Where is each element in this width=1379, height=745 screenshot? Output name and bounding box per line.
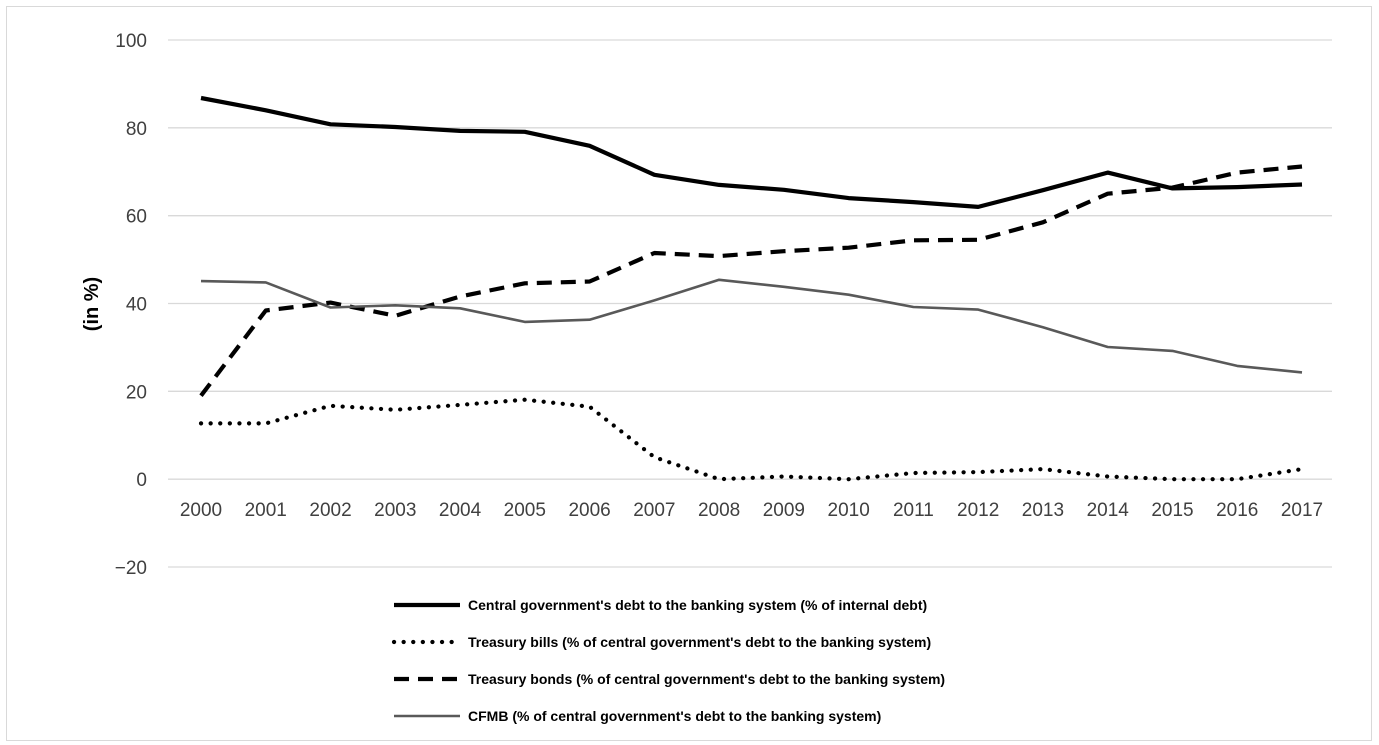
x-tick-label: 2005 bbox=[504, 500, 546, 521]
x-axis-tick-labels: 2000 2001 2002 2003 2004 2005 2006 2007 2008 2009… bbox=[180, 500, 1323, 521]
x-tick-label: 2003 bbox=[374, 500, 416, 521]
series-lines bbox=[198, 95, 1305, 482]
x-tick-label: 2009 bbox=[763, 500, 805, 521]
x-tick-label: 2011 bbox=[893, 500, 934, 521]
x-tick-label: 2013 bbox=[1022, 500, 1064, 521]
legend-label: Treasury bonds (% of central government'… bbox=[468, 671, 945, 687]
x-tick-label: 2008 bbox=[698, 500, 740, 521]
y-tick-label: 40 bbox=[126, 295, 147, 316]
x-tick-label: 2006 bbox=[568, 500, 610, 521]
x-tick-label: 2016 bbox=[1216, 500, 1258, 521]
x-tick-label: 2000 bbox=[180, 500, 222, 521]
y-axis-tick-labels: −20 0 20 40 60 80 100 bbox=[115, 31, 147, 579]
series-line-4 bbox=[200, 278, 1303, 374]
x-tick-label: 2001 bbox=[245, 500, 287, 521]
y-tick-label: −20 bbox=[115, 558, 147, 579]
series-line-3 bbox=[199, 164, 1303, 397]
x-tick-label: 2004 bbox=[439, 500, 482, 521]
x-tick-label: 2010 bbox=[828, 500, 870, 521]
legend-label: Treasury bills (% of central government'… bbox=[468, 634, 931, 650]
y-tick-label: 20 bbox=[126, 382, 147, 403]
legend-label: Central government's debt to the banking… bbox=[468, 597, 927, 613]
series-line-1 bbox=[200, 95, 1303, 209]
series-line-2 bbox=[198, 397, 1305, 482]
x-tick-label: 2012 bbox=[957, 500, 999, 521]
y-tick-label: 100 bbox=[115, 31, 147, 52]
legend: Central government's debt to the banking… bbox=[391, 597, 945, 724]
x-tick-label: 2015 bbox=[1151, 500, 1193, 521]
y-axis-label: (in %) bbox=[81, 277, 103, 331]
gridlines bbox=[168, 39, 1332, 568]
y-tick-label: 80 bbox=[126, 119, 147, 140]
x-tick-label: 2014 bbox=[1087, 500, 1130, 521]
x-tick-label: 2017 bbox=[1281, 500, 1323, 521]
chart-frame bbox=[6, 6, 1372, 741]
y-tick-label: 60 bbox=[126, 207, 147, 228]
x-tick-label: 2002 bbox=[309, 500, 351, 521]
y-tick-label: 0 bbox=[136, 470, 147, 491]
x-tick-label: 2007 bbox=[633, 500, 675, 521]
legend-label: CFMB (% of central government's debt to … bbox=[468, 708, 881, 724]
